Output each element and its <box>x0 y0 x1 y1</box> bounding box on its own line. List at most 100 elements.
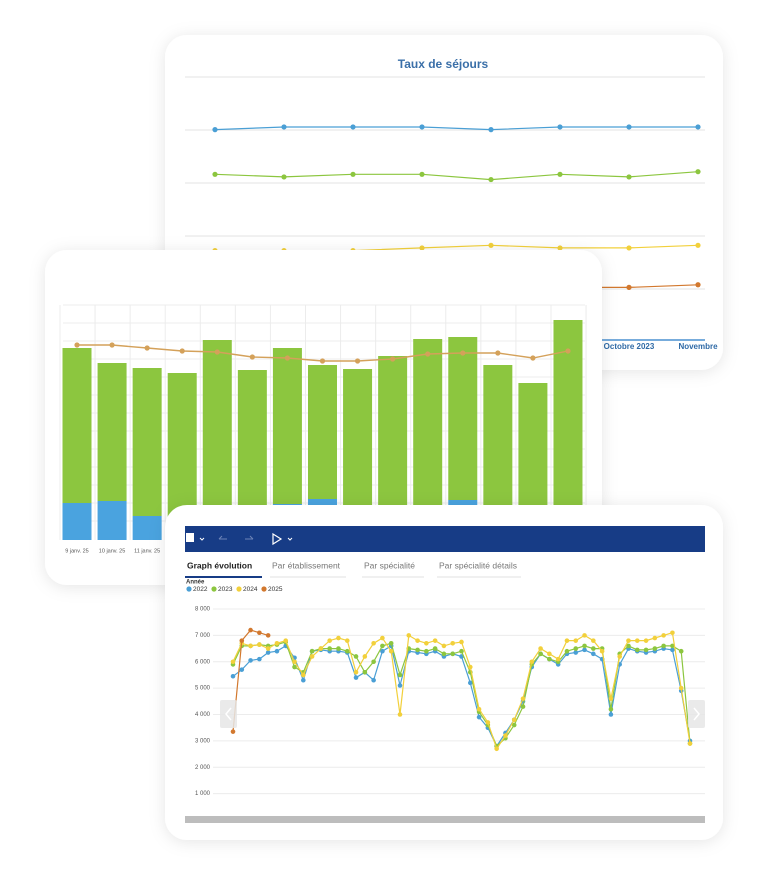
redo-icon[interactable] <box>245 535 254 540</box>
dropdown-caret <box>199 537 205 541</box>
data-point <box>591 646 596 651</box>
data-point <box>503 733 508 738</box>
data-point <box>695 282 701 288</box>
data-point <box>371 659 376 665</box>
y-tick-label: 7 000 <box>195 633 211 639</box>
bar-segment <box>413 339 443 515</box>
chevron <box>693 707 700 721</box>
data-point <box>309 648 315 654</box>
data-point <box>274 640 280 646</box>
data-point <box>350 124 356 130</box>
tab[interactable]: Par spécialité <box>364 560 415 570</box>
scrollbar[interactable] <box>185 816 705 823</box>
x-tick-label: Novembre <box>678 342 718 351</box>
dropdown-caret <box>287 537 293 541</box>
x-tick-label: 9 janv. 25 <box>65 548 88 554</box>
data-point <box>626 643 631 649</box>
data-point <box>626 124 632 130</box>
data-point <box>582 643 587 649</box>
data-point <box>109 342 115 348</box>
data-point <box>179 348 185 354</box>
data-point <box>557 124 563 130</box>
data-point <box>520 704 526 709</box>
data-point <box>488 176 494 183</box>
bar-segment <box>307 365 337 499</box>
data-point <box>350 171 356 177</box>
data-point <box>608 712 614 717</box>
data-point <box>687 741 693 746</box>
data-point <box>230 673 236 679</box>
legend-swatch <box>236 586 242 592</box>
legend-swatch <box>211 586 217 592</box>
data-point <box>390 356 396 362</box>
legend-swatch <box>186 586 192 592</box>
data-point <box>319 358 326 364</box>
data-point <box>265 650 271 655</box>
data-point <box>643 647 649 653</box>
data-point <box>450 651 456 657</box>
data-point <box>432 638 438 643</box>
data-point <box>547 651 552 657</box>
play-icon[interactable] <box>272 532 283 546</box>
data-point <box>573 638 579 643</box>
data-point <box>74 342 80 348</box>
save-icon[interactable] <box>186 533 194 542</box>
chevron <box>225 707 232 721</box>
toolbar <box>185 526 705 552</box>
data-point <box>460 350 466 356</box>
data-point <box>678 685 684 691</box>
data-point <box>670 630 675 636</box>
data-point <box>441 643 447 649</box>
data-point <box>380 635 385 641</box>
data-point <box>419 171 425 177</box>
data-point <box>353 670 359 675</box>
bar-segment <box>97 501 127 540</box>
card-background <box>165 505 723 840</box>
tab[interactable]: Par spécialité détails <box>439 560 517 570</box>
nav-left[interactable] <box>220 700 237 728</box>
data-point <box>476 714 482 720</box>
data-point <box>362 654 368 659</box>
card-evolution: Graph évolution Par établissement Par spéc… <box>165 505 723 840</box>
data-point <box>441 651 447 657</box>
data-point <box>538 651 543 657</box>
data-point <box>488 242 494 248</box>
data-point <box>239 638 245 643</box>
data-point <box>212 127 218 133</box>
data-point <box>529 659 535 665</box>
data-point <box>670 643 675 649</box>
legend-label: 2024 <box>243 586 258 593</box>
data-point <box>557 245 563 251</box>
data-point <box>564 638 570 643</box>
data-point <box>257 642 262 647</box>
nav-right[interactable] <box>688 700 705 728</box>
data-point <box>424 640 429 646</box>
data-point <box>425 351 431 357</box>
data-point <box>695 169 701 175</box>
data-point <box>397 683 403 688</box>
data-point <box>274 648 280 654</box>
undo-icon[interactable] <box>218 535 227 540</box>
data-point <box>283 638 289 643</box>
data-point <box>406 633 412 638</box>
data-point <box>257 656 262 662</box>
data-point <box>249 354 255 360</box>
data-point <box>547 656 552 662</box>
data-point <box>419 124 425 130</box>
bar-segment <box>132 368 162 516</box>
data-point <box>582 633 587 638</box>
data-point <box>573 646 579 651</box>
data-point <box>530 355 536 361</box>
data-point <box>419 245 425 251</box>
tab[interactable]: Graph évolution <box>187 560 252 570</box>
data-point <box>248 658 253 663</box>
x-tick-label: 10 janv. 25 <box>99 548 126 554</box>
y-tick-label: 6 000 <box>195 659 211 665</box>
data-point <box>488 127 494 133</box>
legend-swatch <box>261 586 267 592</box>
bar-segment <box>202 340 232 515</box>
bar-segment <box>343 369 373 515</box>
data-point <box>265 646 271 651</box>
data-point <box>459 639 464 645</box>
tab[interactable]: Par établissement <box>272 560 341 570</box>
